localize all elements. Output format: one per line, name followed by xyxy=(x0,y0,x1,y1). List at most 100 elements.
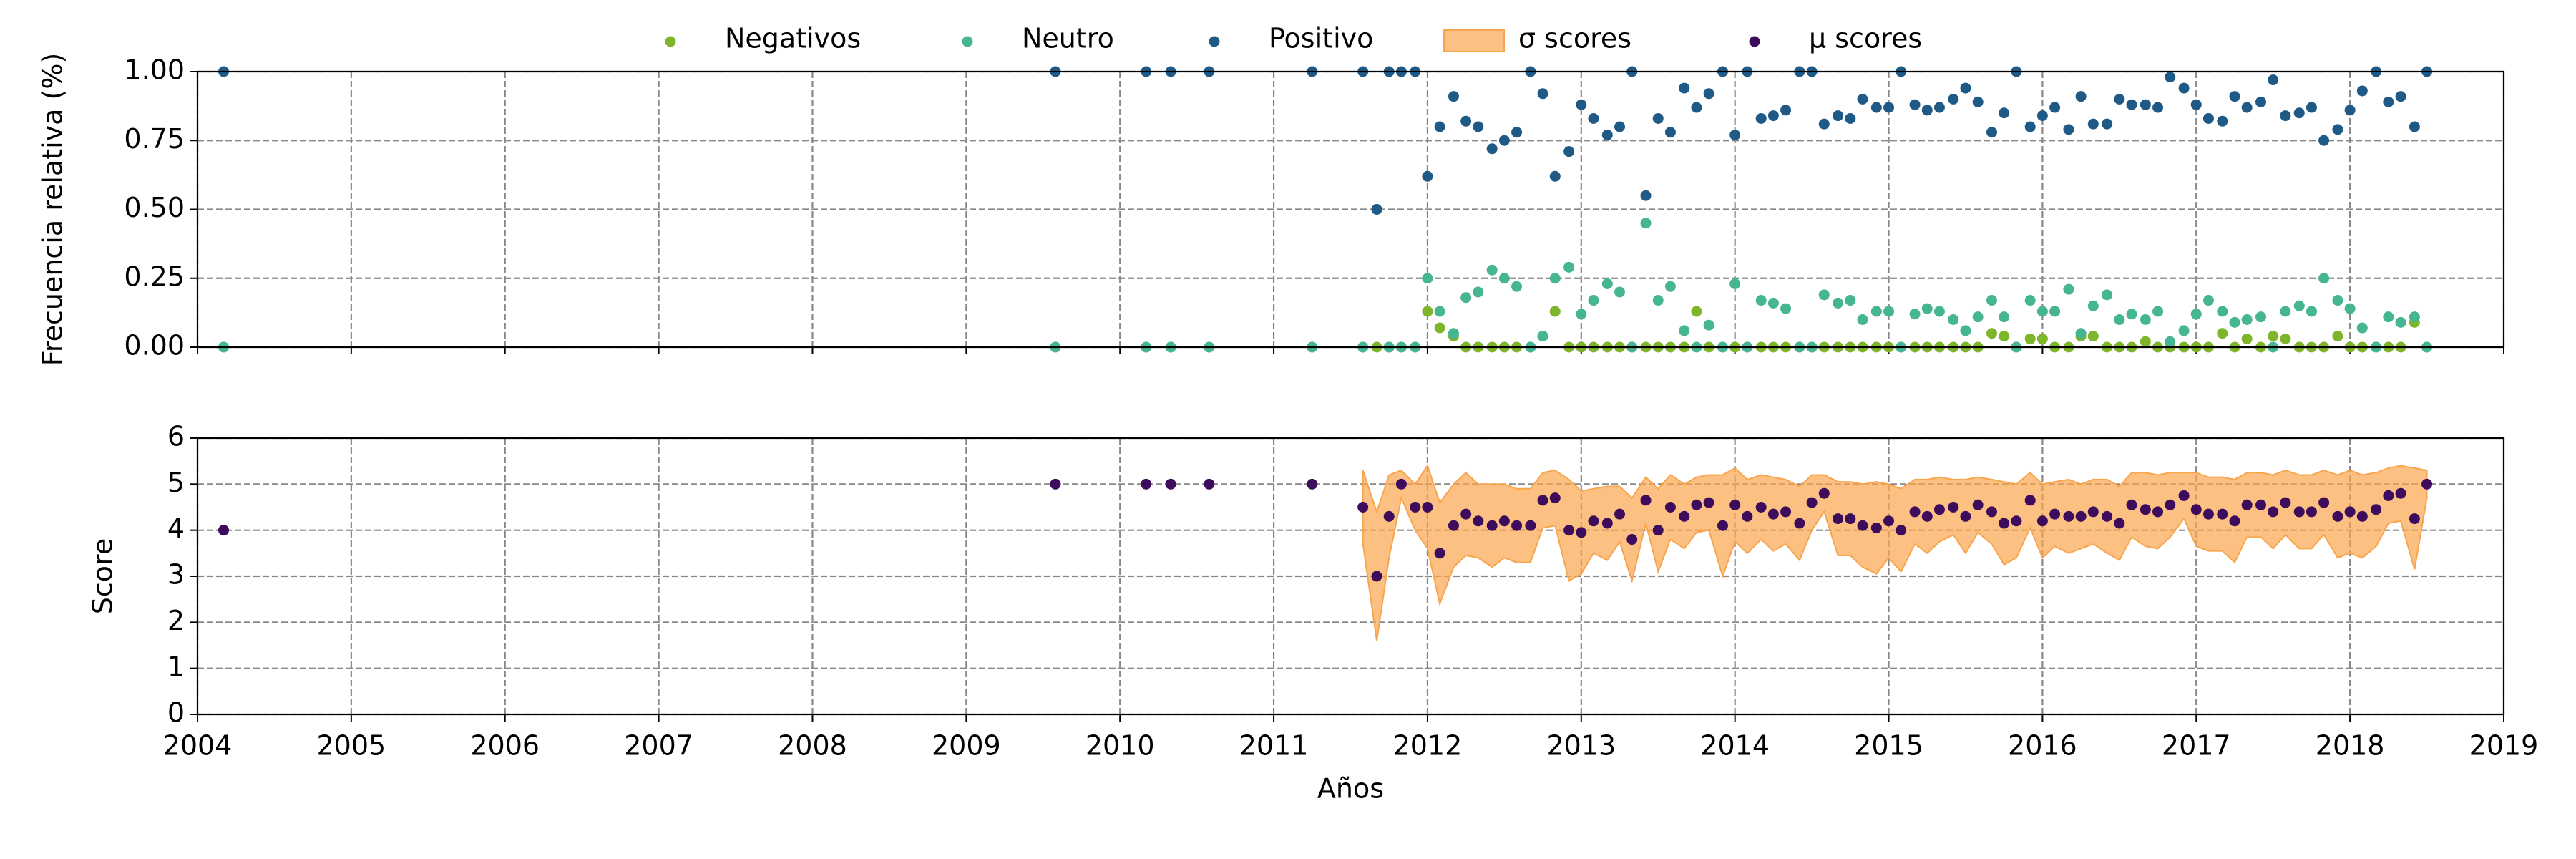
point xyxy=(1498,273,1510,284)
point xyxy=(1626,534,1638,545)
point xyxy=(2202,295,2214,306)
legend-label: Positivo xyxy=(1269,23,1373,54)
x-tick-label: 2018 xyxy=(2316,730,2385,762)
point xyxy=(2087,331,2099,342)
point xyxy=(1383,510,1395,522)
point xyxy=(1857,520,1868,531)
point xyxy=(1576,99,1587,110)
point xyxy=(1511,520,1523,531)
point xyxy=(2049,102,2061,113)
point xyxy=(2293,107,2305,119)
point xyxy=(1563,525,1575,536)
point xyxy=(1576,309,1587,320)
point xyxy=(1664,502,1676,513)
point xyxy=(1691,102,1702,113)
point xyxy=(1371,571,1382,582)
point xyxy=(1703,319,1714,331)
point xyxy=(2229,91,2240,102)
band xyxy=(1362,464,2428,641)
x-tick-label: 2013 xyxy=(1546,730,1616,762)
point xyxy=(2318,135,2330,146)
point xyxy=(2217,306,2228,317)
point xyxy=(1780,506,1792,518)
y-tick-label: 4 xyxy=(167,513,185,544)
point xyxy=(1921,510,1933,522)
point xyxy=(1486,520,1498,531)
point xyxy=(1767,297,1779,309)
point xyxy=(2229,515,2240,527)
point xyxy=(1818,487,1830,499)
point xyxy=(1755,502,1767,513)
point xyxy=(1845,513,1856,525)
point xyxy=(2383,96,2394,107)
point xyxy=(2024,333,2036,344)
point xyxy=(1999,311,2010,323)
point xyxy=(2036,306,2048,317)
point xyxy=(1410,502,1421,513)
subplot: 0.00 0.25 0.50 0.75 1.00 Frecuencia relativa … xyxy=(37,53,2505,366)
point xyxy=(1742,510,1753,522)
point xyxy=(2202,508,2214,520)
point xyxy=(1486,264,1498,276)
legend-marker xyxy=(962,36,973,47)
point xyxy=(1972,96,1984,107)
point xyxy=(2126,99,2137,110)
point xyxy=(1498,135,1510,146)
point xyxy=(2280,306,2291,317)
x-axis-label: Años xyxy=(1317,773,1384,805)
point xyxy=(2178,325,2190,336)
point xyxy=(2395,91,2406,102)
point xyxy=(1986,127,1997,138)
legend-marker xyxy=(1209,36,1220,47)
point xyxy=(2229,316,2240,328)
point xyxy=(2126,499,2137,510)
point xyxy=(1525,520,1536,531)
point xyxy=(2255,96,2267,107)
y-tick-label: 0.25 xyxy=(124,261,185,292)
point xyxy=(218,525,230,536)
point xyxy=(2409,513,2420,525)
point xyxy=(1909,99,1921,110)
point xyxy=(1755,295,1767,306)
point xyxy=(1588,112,1599,124)
point xyxy=(2356,85,2368,97)
point xyxy=(1422,306,1433,317)
point xyxy=(1806,497,1818,508)
point xyxy=(2332,510,2343,522)
point xyxy=(1818,118,1830,130)
point xyxy=(2190,504,2202,515)
point xyxy=(1511,281,1523,292)
point xyxy=(2217,328,2228,339)
point xyxy=(1204,478,1215,490)
point xyxy=(2255,311,2267,323)
point xyxy=(1870,306,1882,317)
point xyxy=(1614,121,1626,132)
point xyxy=(1921,105,1933,116)
point xyxy=(1448,91,1459,102)
point xyxy=(2063,283,2074,295)
point xyxy=(1460,292,1472,304)
x-tick-label: 2017 xyxy=(2162,730,2231,762)
point xyxy=(1460,115,1472,127)
point xyxy=(1948,502,1959,513)
x-tick-label: 2007 xyxy=(624,730,693,762)
point xyxy=(1679,325,1690,336)
point xyxy=(2087,118,2099,130)
point xyxy=(1549,273,1561,284)
point xyxy=(1833,297,1844,309)
point xyxy=(1794,518,1805,529)
axes-frame xyxy=(196,437,2505,716)
point xyxy=(1652,525,1664,536)
point xyxy=(2102,289,2113,301)
point xyxy=(2152,102,2164,113)
x-tick-label: 2012 xyxy=(1393,730,1463,762)
legend-label: μ scores xyxy=(1809,23,1922,54)
point xyxy=(2280,110,2291,122)
point xyxy=(1857,94,1868,105)
x-tick-label: 2014 xyxy=(1700,730,1770,762)
point xyxy=(2241,102,2253,113)
x-tick-label: 2011 xyxy=(1239,730,1309,762)
point xyxy=(1448,328,1459,339)
legend-patch xyxy=(1443,29,1505,52)
